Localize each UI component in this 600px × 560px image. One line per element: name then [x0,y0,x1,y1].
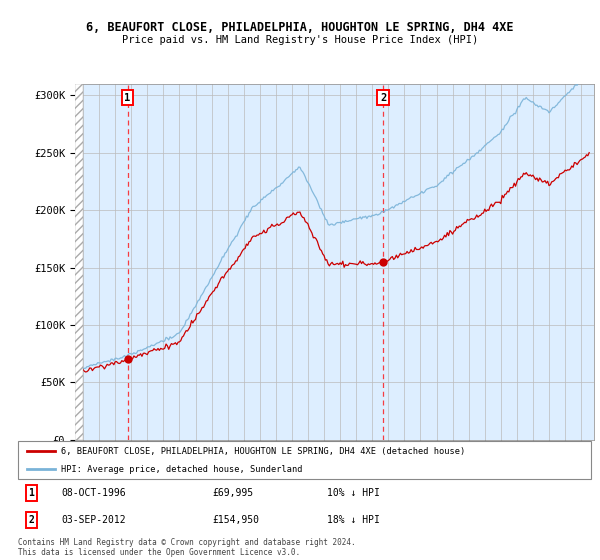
Text: 2: 2 [380,93,386,103]
Text: HPI: Average price, detached house, Sunderland: HPI: Average price, detached house, Sund… [61,465,302,474]
Text: Price paid vs. HM Land Registry's House Price Index (HPI): Price paid vs. HM Land Registry's House … [122,35,478,45]
Text: 6, BEAUFORT CLOSE, PHILADELPHIA, HOUGHTON LE SPRING, DH4 4XE (detached house): 6, BEAUFORT CLOSE, PHILADELPHIA, HOUGHTO… [61,446,465,455]
Text: 6, BEAUFORT CLOSE, PHILADELPHIA, HOUGHTON LE SPRING, DH4 4XE: 6, BEAUFORT CLOSE, PHILADELPHIA, HOUGHTO… [86,21,514,34]
Text: 03-SEP-2012: 03-SEP-2012 [61,515,125,525]
Text: 18% ↓ HPI: 18% ↓ HPI [328,515,380,525]
Text: 08-OCT-1996: 08-OCT-1996 [61,488,125,498]
Text: 2: 2 [28,515,34,525]
Text: 1: 1 [28,488,34,498]
Text: Contains HM Land Registry data © Crown copyright and database right 2024.
This d: Contains HM Land Registry data © Crown c… [18,538,356,557]
FancyBboxPatch shape [18,441,591,479]
Text: £154,950: £154,950 [213,515,260,525]
Bar [75,84,83,440]
Text: £69,995: £69,995 [213,488,254,498]
Text: 1: 1 [124,93,131,103]
Text: 10% ↓ HPI: 10% ↓ HPI [328,488,380,498]
